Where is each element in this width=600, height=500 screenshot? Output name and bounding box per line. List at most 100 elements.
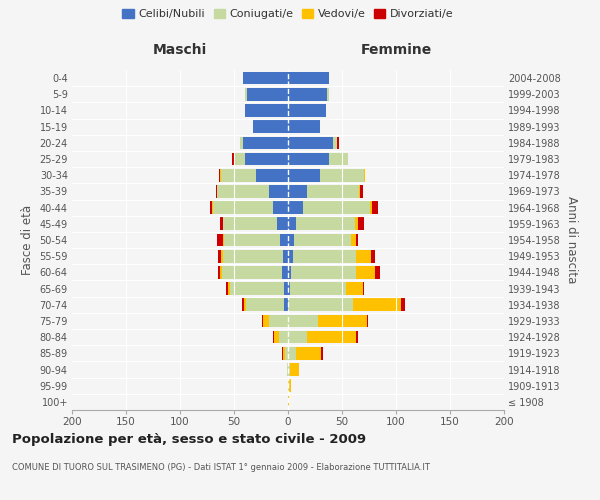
Bar [245,104,288,117]
Bar [284,282,288,295]
Bar [281,266,288,278]
Bar [288,202,303,214]
Bar [224,234,280,246]
Bar [219,169,220,181]
Y-axis label: Fasce di età: Fasce di età [21,205,34,275]
Bar [288,120,320,133]
Bar [256,169,288,181]
Bar [322,347,323,360]
Bar [291,266,356,278]
Bar [318,314,367,328]
Bar [269,185,288,198]
Bar [334,136,337,149]
Text: COMUNE DI TUORO SUL TRASIMENO (PG) - Dati ISTAT 1° gennaio 2009 - Elaborazione T: COMUNE DI TUORO SUL TRASIMENO (PG) - Dat… [12,462,430,471]
Bar [290,363,299,376]
Text: Maschi: Maschi [153,44,207,58]
Bar [356,266,376,278]
Bar [289,380,291,392]
Bar [214,202,273,214]
Bar [217,234,223,246]
Bar [227,282,230,295]
Bar [210,202,212,214]
Bar [223,250,283,262]
Bar [274,331,280,344]
Bar [242,72,288,85]
Bar [221,250,223,262]
Bar [353,298,401,311]
Bar [288,314,318,328]
Bar [220,169,221,181]
Bar [288,169,320,181]
Bar [307,185,359,198]
Bar [288,234,295,246]
Bar [263,314,269,328]
Bar [288,250,293,262]
Bar [241,136,242,149]
Bar [372,202,377,214]
Bar [232,152,234,166]
Bar [288,396,289,408]
Bar [288,218,296,230]
Bar [262,314,263,328]
Bar [246,298,284,311]
Bar [230,282,284,295]
Bar [364,169,365,181]
Bar [288,266,291,278]
Bar [295,234,350,246]
Bar [288,152,329,166]
Bar [212,202,214,214]
Bar [288,282,290,295]
Bar [223,234,224,246]
Bar [401,298,404,311]
Bar [296,347,322,360]
Bar [288,185,307,198]
Bar [288,331,307,344]
Bar [253,120,288,133]
Bar [288,104,326,117]
Bar [288,88,327,101]
Bar [283,250,288,262]
Bar [285,347,288,360]
Bar [273,331,274,344]
Bar [376,266,380,278]
Bar [283,347,285,360]
Bar [287,363,288,376]
Bar [362,282,364,295]
Bar [273,202,288,214]
Bar [218,266,220,278]
Bar [284,298,288,311]
Bar [356,250,371,262]
Bar [329,152,349,166]
Text: Femmine: Femmine [361,44,431,58]
Legend: Celibi/Nubili, Coniugati/e, Vedovi/e, Divorziati/e: Celibi/Nubili, Coniugati/e, Vedovi/e, Di… [118,4,458,24]
Bar [281,347,283,360]
Bar [288,363,290,376]
Bar [358,218,364,230]
Bar [245,88,247,101]
Bar [359,185,361,198]
Bar [218,250,221,262]
Bar [280,331,288,344]
Bar [370,202,372,214]
Bar [346,282,362,295]
Bar [234,152,245,166]
Bar [303,202,370,214]
Bar [277,218,288,230]
Bar [290,282,346,295]
Bar [327,88,329,101]
Bar [367,314,368,328]
Bar [296,218,355,230]
Bar [247,88,288,101]
Bar [288,136,334,149]
Bar [288,347,296,360]
Bar [215,185,217,198]
Bar [220,266,222,278]
Bar [223,218,277,230]
Bar [371,250,376,262]
Bar [355,218,358,230]
Bar [293,250,356,262]
Bar [356,331,358,344]
Bar [288,72,329,85]
Bar [337,136,339,149]
Bar [350,234,356,246]
